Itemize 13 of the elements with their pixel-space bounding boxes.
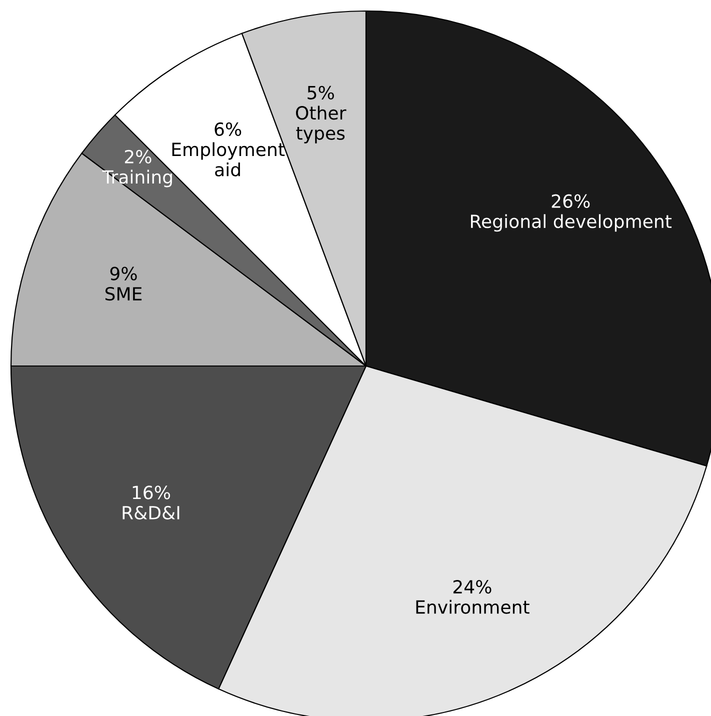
slice-label: Other types	[296, 106, 346, 144]
slice-label: Regional development	[471, 214, 672, 232]
data-label: 26%	[552, 194, 590, 208]
slice-label: Environment	[416, 600, 530, 614]
slice-label: Employment aid	[172, 142, 285, 176]
data-label: 16%	[132, 486, 170, 500]
data-label: 2%	[124, 150, 152, 164]
data-label: 6%	[214, 122, 242, 136]
data-label: 9%	[110, 266, 137, 280]
data-label: 24%	[453, 580, 492, 594]
slice-label: SME	[105, 286, 142, 301]
data-label: 5%	[308, 86, 334, 100]
slice-label: R&D&I	[122, 506, 180, 520]
